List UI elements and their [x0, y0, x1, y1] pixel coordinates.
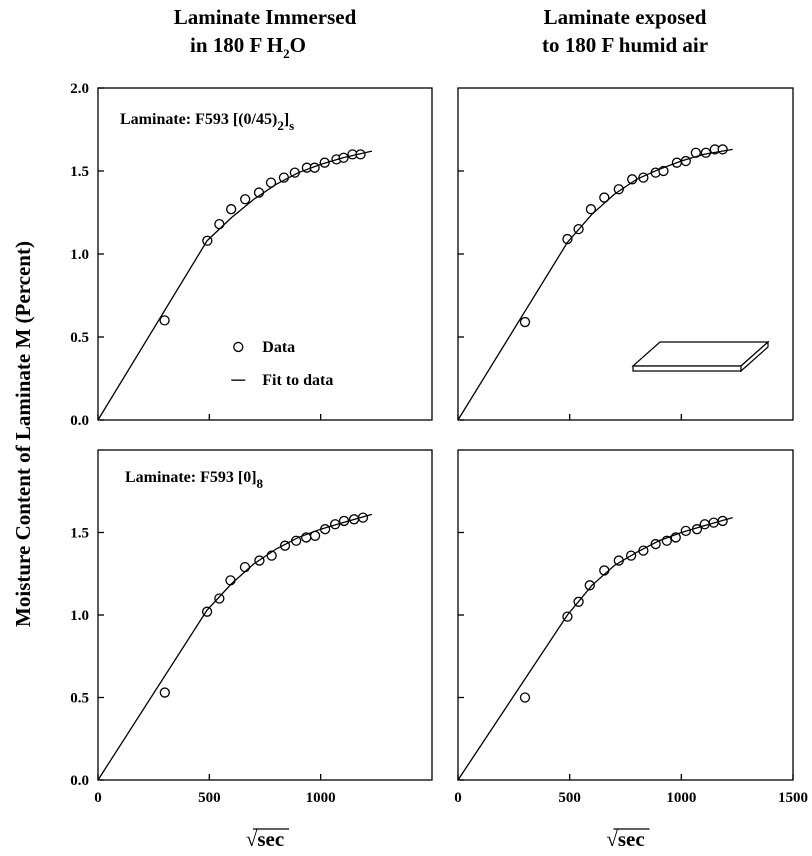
x-axis-label: √sec [246, 827, 284, 851]
annotation-part: ] [284, 111, 289, 128]
x-tick-label: 1500 [778, 790, 808, 806]
fit-line [457, 148, 733, 421]
y-tick-label: 1.0 [70, 247, 89, 263]
annotation-subscript: 2 [277, 118, 284, 133]
title-part: O [290, 33, 306, 57]
y-tick-label: 1.5 [70, 164, 89, 180]
y-tick-label: 0.5 [70, 691, 89, 707]
annotation: Laminate: F593 [0]8 [125, 469, 264, 491]
plot-frame [97, 449, 433, 781]
y-tick-label: 0.5 [70, 330, 89, 346]
data-point [599, 192, 610, 203]
x-axis-label: √sec [606, 827, 644, 851]
y-tick-label: 1.0 [70, 608, 89, 624]
column-title: in 180 F H2O [190, 33, 306, 61]
fit-line [97, 150, 373, 421]
column-title: to 180 F humid air [542, 33, 708, 57]
x-tick-label: 1000 [666, 790, 696, 806]
y-tick-label: 1.5 [70, 526, 89, 542]
data-point [519, 692, 531, 703]
annotation-subscript: s [289, 118, 294, 133]
data-point [717, 144, 728, 155]
annotation-subscript: 8 [257, 476, 264, 491]
x-tick-label: 0 [94, 790, 102, 806]
data-point [585, 204, 597, 215]
y-tick-label: 2.0 [70, 81, 89, 97]
title-part: in 180 F H [190, 33, 283, 57]
annotation: Laminate: F593 [(0/45)2]s [120, 111, 294, 133]
y-axis-label: Moisture Content of Laminate M (Percent) [11, 241, 35, 627]
annotation-part: Laminate: F593 [0] [125, 469, 257, 486]
fit-line [97, 513, 373, 781]
data-point [214, 593, 225, 604]
plot-frame [457, 449, 794, 781]
column-title: Laminate exposed [544, 5, 707, 29]
data-point [225, 575, 236, 586]
plate-illustration [631, 340, 770, 373]
legend-label: Data [262, 339, 295, 356]
data-point [159, 687, 170, 698]
y-tick-label: 0.0 [70, 773, 89, 789]
x-tick-label: 1000 [306, 790, 336, 806]
annotation-part: Laminate: F593 [(0/45) [120, 111, 277, 128]
data-point [240, 194, 251, 205]
data-point [214, 218, 225, 230]
title-subscript: 2 [283, 46, 290, 61]
data-point [519, 316, 531, 328]
data-point [239, 562, 251, 573]
legend-marker [233, 341, 244, 353]
data-point [159, 315, 170, 326]
data-point [700, 147, 712, 158]
x-tick-label: 0 [454, 790, 462, 806]
fit-line [457, 517, 733, 781]
x-tick-label: 500 [558, 790, 581, 806]
plot-frame [97, 87, 433, 421]
column-title: Laminate Immersed [174, 5, 357, 29]
data-point [226, 204, 237, 215]
y-tick-label: 0.0 [70, 413, 89, 429]
x-tick-label: 500 [198, 790, 221, 806]
data-point [613, 184, 624, 195]
data-point [584, 580, 595, 591]
legend-label: Fit to data [262, 372, 333, 389]
